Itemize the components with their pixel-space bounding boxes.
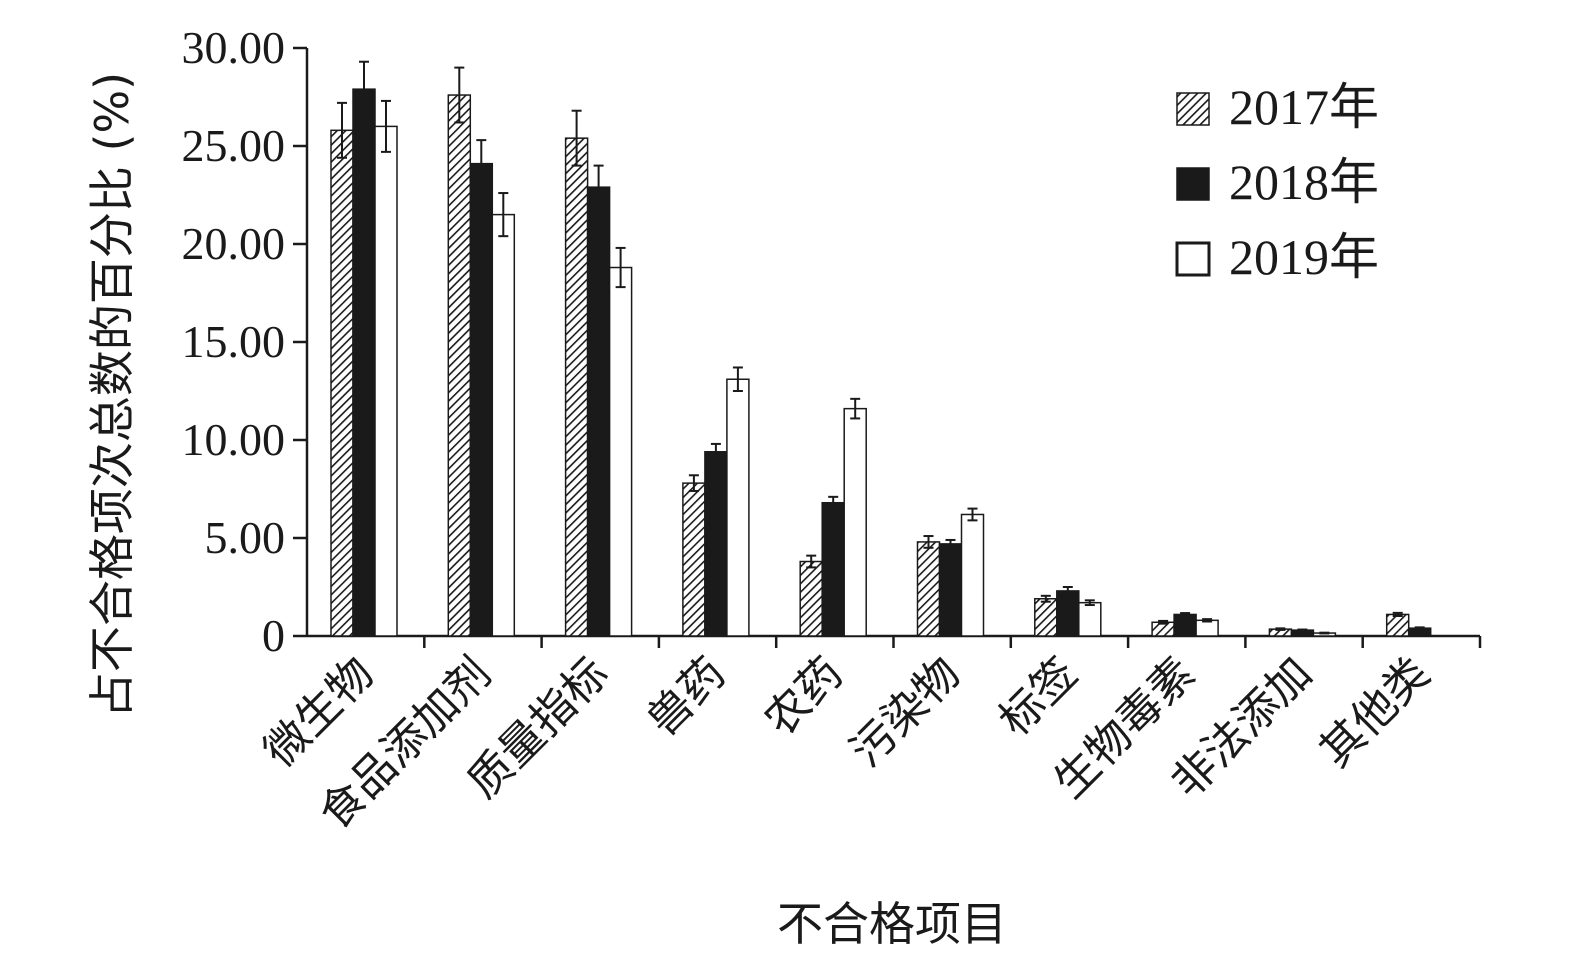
x-category-label: 标签: [989, 648, 1087, 746]
y-tick-label: 10.00: [182, 414, 286, 465]
chart-error-bars: [337, 60, 1425, 635]
legend-label: 2017年: [1229, 79, 1379, 135]
x-category-label: 农药: [755, 648, 853, 746]
bar-2018年-质量指标: [586, 186, 611, 637]
x-category-label: 污染物: [841, 648, 970, 777]
legend-swatch: [1176, 92, 1210, 126]
legend-label: 2019年: [1229, 229, 1379, 285]
bar-2018年-兽药: [704, 451, 728, 637]
chart-legend: 2017年 2018年 2019年: [1175, 79, 1379, 285]
bar-2019年-污染物: [960, 513, 985, 637]
bar-2019年-食品添加剂: [491, 213, 516, 637]
legend-label: 2018年: [1229, 154, 1379, 210]
bar-2019年-标签: [1078, 601, 1102, 637]
bar-2017年-污染物: [916, 541, 941, 637]
legend-swatch: [1175, 241, 1211, 277]
bar-2019年-农药: [843, 407, 867, 637]
x-category-label: 兽药: [637, 648, 735, 746]
bar-2017年-标签: [1034, 598, 1058, 637]
chart-bars: [330, 88, 1432, 637]
bar-2018年-标签: [1056, 590, 1080, 637]
bar-2018年-农药: [821, 501, 845, 637]
bar-2019年-生物毒素: [1195, 619, 1219, 637]
legend-swatch: [1176, 167, 1210, 201]
bar-2017年-质量指标: [564, 137, 589, 637]
y-tick-label: 25.00: [182, 120, 286, 171]
y-tick-label: 30.00: [182, 22, 286, 73]
y-tick-label: 0: [262, 610, 285, 661]
bar-2019年-质量指标: [608, 266, 633, 637]
bar-2019年-微生物: [374, 125, 398, 637]
x-axis-title: 不合格项目: [777, 897, 1007, 951]
y-tick-labels: 0 5.00 10.00 15.00 20.00 25.00 30.00: [182, 22, 286, 661]
bar-2017年-农药: [799, 560, 823, 637]
bar-2018年-微生物: [352, 88, 376, 637]
bar-2017年-兽药: [682, 482, 706, 637]
bar-2017年-其他类: [1385, 613, 1410, 637]
x-category-label: 其他类: [1310, 648, 1439, 777]
bar-2017年-食品添加剂: [447, 94, 472, 637]
bar-2019年-兽药: [726, 378, 750, 637]
y-tick-label: 20.00: [182, 218, 286, 269]
bar-2018年-污染物: [938, 543, 963, 637]
y-axis-title: 占不合格项次总数的百分比 (%): [85, 72, 139, 718]
bar-2017年-微生物: [330, 129, 354, 637]
bar-2018年-食品添加剂: [469, 162, 494, 637]
y-tick-label: 15.00: [182, 316, 286, 367]
bar-2018年-生物毒素: [1173, 613, 1197, 637]
y-tick-label: 5.00: [205, 512, 286, 563]
